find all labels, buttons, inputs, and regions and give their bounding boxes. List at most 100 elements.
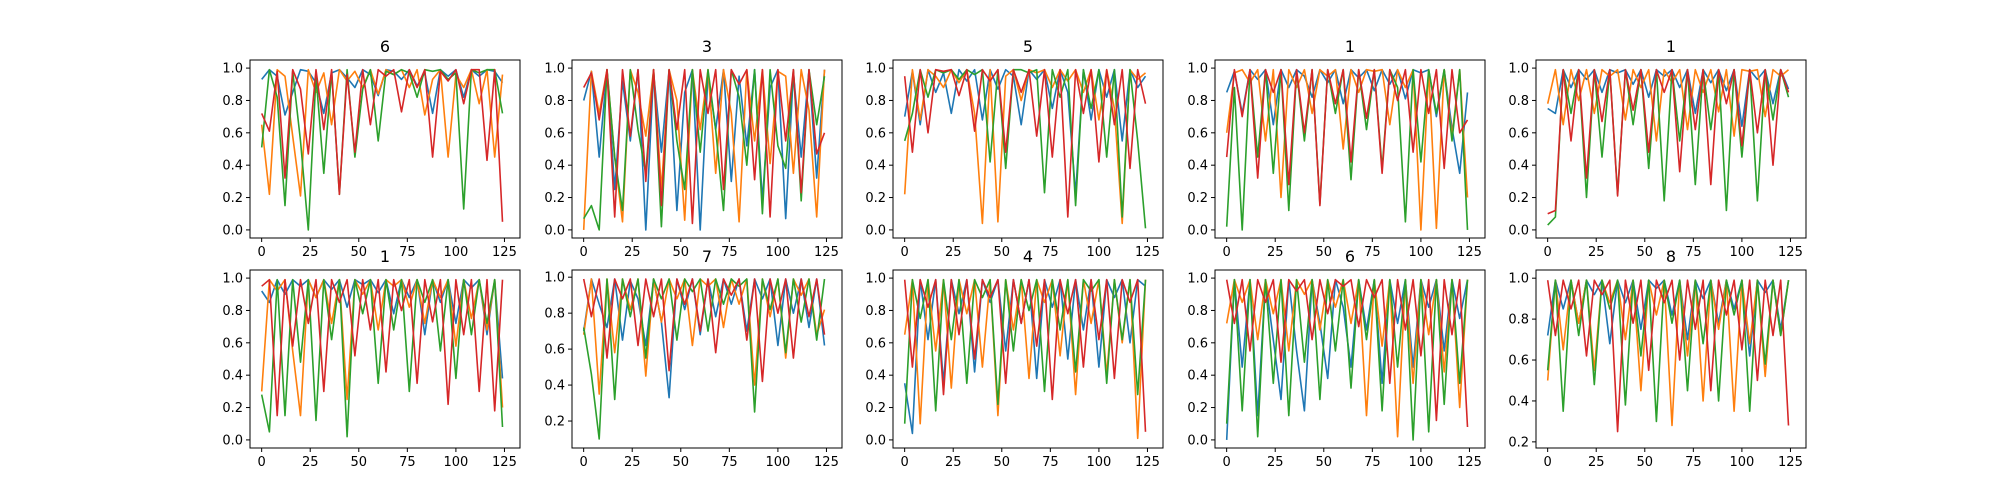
x-tick-label: 75	[1685, 455, 1702, 470]
y-tick-label: 0.2	[1508, 435, 1529, 450]
y-tick-label: 1.0	[222, 62, 243, 77]
y-tick-label: 0.6	[544, 126, 565, 141]
y-tick-label: 0.4	[1508, 159, 1529, 174]
y-tick-label: 0.4	[1187, 159, 1208, 174]
x-tick-label: 0	[1223, 455, 1231, 470]
subplot-2	[582, 68, 826, 231]
subplot-6	[260, 278, 504, 438]
axes-frame	[249, 59, 521, 239]
x-tick-label: 125	[492, 455, 517, 470]
x-tick-label: 125	[1778, 455, 1803, 470]
y-tick-label: 0.6	[222, 126, 243, 141]
y-tick-label: 0.8	[1187, 304, 1208, 319]
subplot-title: 6	[1345, 247, 1355, 266]
subplot-8	[903, 278, 1147, 440]
series-line-4	[582, 68, 826, 225]
y-tick-label: 0.6	[1187, 336, 1208, 351]
y-tick-label: 0.8	[865, 304, 886, 319]
y-tick-label: 0.8	[544, 94, 565, 109]
subplot-title: 1	[1666, 37, 1676, 56]
subplot-title: 7	[702, 247, 712, 266]
x-tick-label: 125	[1135, 245, 1160, 260]
x-tick-label: 125	[814, 455, 839, 470]
y-tick-label: 0.2	[1187, 401, 1208, 416]
x-tick-label: 75	[1364, 245, 1381, 260]
x-tick-label: 100	[1086, 455, 1111, 470]
x-tick-label: 75	[1685, 245, 1702, 260]
y-tick-label: 0.2	[1508, 191, 1529, 206]
x-tick-label: 125	[1135, 455, 1160, 470]
series-line-2	[1546, 68, 1790, 142]
series-line-3	[903, 278, 1147, 424]
x-tick-label: 25	[1267, 455, 1284, 470]
series-line-4	[903, 278, 1147, 432]
subplot-title: 8	[1666, 247, 1676, 266]
subplot-10	[1546, 279, 1790, 433]
x-tick-label: 25	[945, 245, 962, 260]
subplot-title: 1	[1345, 37, 1355, 56]
y-tick-label: 1.0	[1187, 62, 1208, 77]
series-line-3	[260, 68, 504, 231]
y-tick-label: 0.8	[1187, 94, 1208, 109]
y-tick-label: 1.0	[544, 271, 565, 286]
subplot-9	[1225, 278, 1469, 441]
y-tick-label: 0.6	[865, 126, 886, 141]
x-tick-label: 0	[258, 455, 266, 470]
axes-frame	[1535, 59, 1807, 239]
y-tick-label: 0.6	[865, 336, 886, 351]
x-tick-label: 100	[1408, 455, 1433, 470]
subplot-title: 1	[380, 247, 390, 266]
x-tick-label: 0	[901, 455, 909, 470]
series-line-3	[583, 68, 826, 231]
x-tick-label: 25	[624, 455, 641, 470]
x-tick-label: 100	[443, 245, 468, 260]
y-tick-label: 0.4	[1187, 369, 1208, 384]
y-tick-label: 0.2	[865, 191, 886, 206]
y-tick-label: 0.4	[222, 369, 243, 384]
series-line-3	[1546, 279, 1790, 423]
y-tick-label: 0.4	[544, 159, 565, 174]
series-line-4	[1547, 68, 1790, 215]
x-tick-label: 50	[673, 455, 690, 470]
x-tick-label: 100	[1086, 245, 1111, 260]
series-line-4	[261, 278, 504, 417]
x-tick-label: 75	[399, 245, 416, 260]
x-tick-label: 50	[994, 245, 1011, 260]
y-tick-label: 0.0	[1187, 223, 1208, 238]
y-tick-label: 0.0	[222, 223, 243, 238]
x-tick-label: 50	[351, 245, 368, 260]
y-tick-label: 1.0	[865, 62, 886, 77]
y-tick-label: 0.8	[865, 94, 886, 109]
subplot-1	[260, 68, 504, 231]
y-tick-label: 0.2	[222, 401, 243, 416]
axes-frame	[571, 59, 843, 239]
subplot-title: 4	[1023, 247, 1033, 266]
series-line-3	[903, 68, 1147, 229]
y-tick-label: 0.2	[1187, 191, 1208, 206]
series-line-4	[903, 68, 1147, 218]
x-tick-label: 0	[1223, 245, 1231, 260]
axes-frame	[1214, 269, 1486, 449]
axes-frame	[1214, 59, 1486, 239]
y-tick-label: 0.4	[865, 159, 886, 174]
y-tick-label: 0.2	[865, 401, 886, 416]
x-tick-label: 50	[1316, 455, 1333, 470]
x-tick-label: 75	[721, 455, 738, 470]
subplot-7	[582, 278, 826, 440]
x-tick-label: 50	[1637, 455, 1654, 470]
x-tick-label: 75	[1042, 455, 1059, 470]
y-tick-label: 0.6	[1187, 126, 1208, 141]
x-tick-label: 100	[1408, 245, 1433, 260]
y-tick-label: 0.4	[222, 159, 243, 174]
x-tick-label: 125	[814, 245, 839, 260]
y-tick-label: 0.0	[865, 433, 886, 448]
x-tick-label: 100	[1729, 245, 1754, 260]
y-tick-label: 0.4	[1508, 394, 1529, 409]
x-tick-label: 50	[1316, 245, 1333, 260]
x-tick-label: 25	[1267, 245, 1284, 260]
x-tick-label: 100	[765, 455, 790, 470]
y-tick-label: 0.0	[544, 223, 565, 238]
subplot-title: 6	[380, 37, 390, 56]
x-tick-label: 25	[624, 245, 641, 260]
